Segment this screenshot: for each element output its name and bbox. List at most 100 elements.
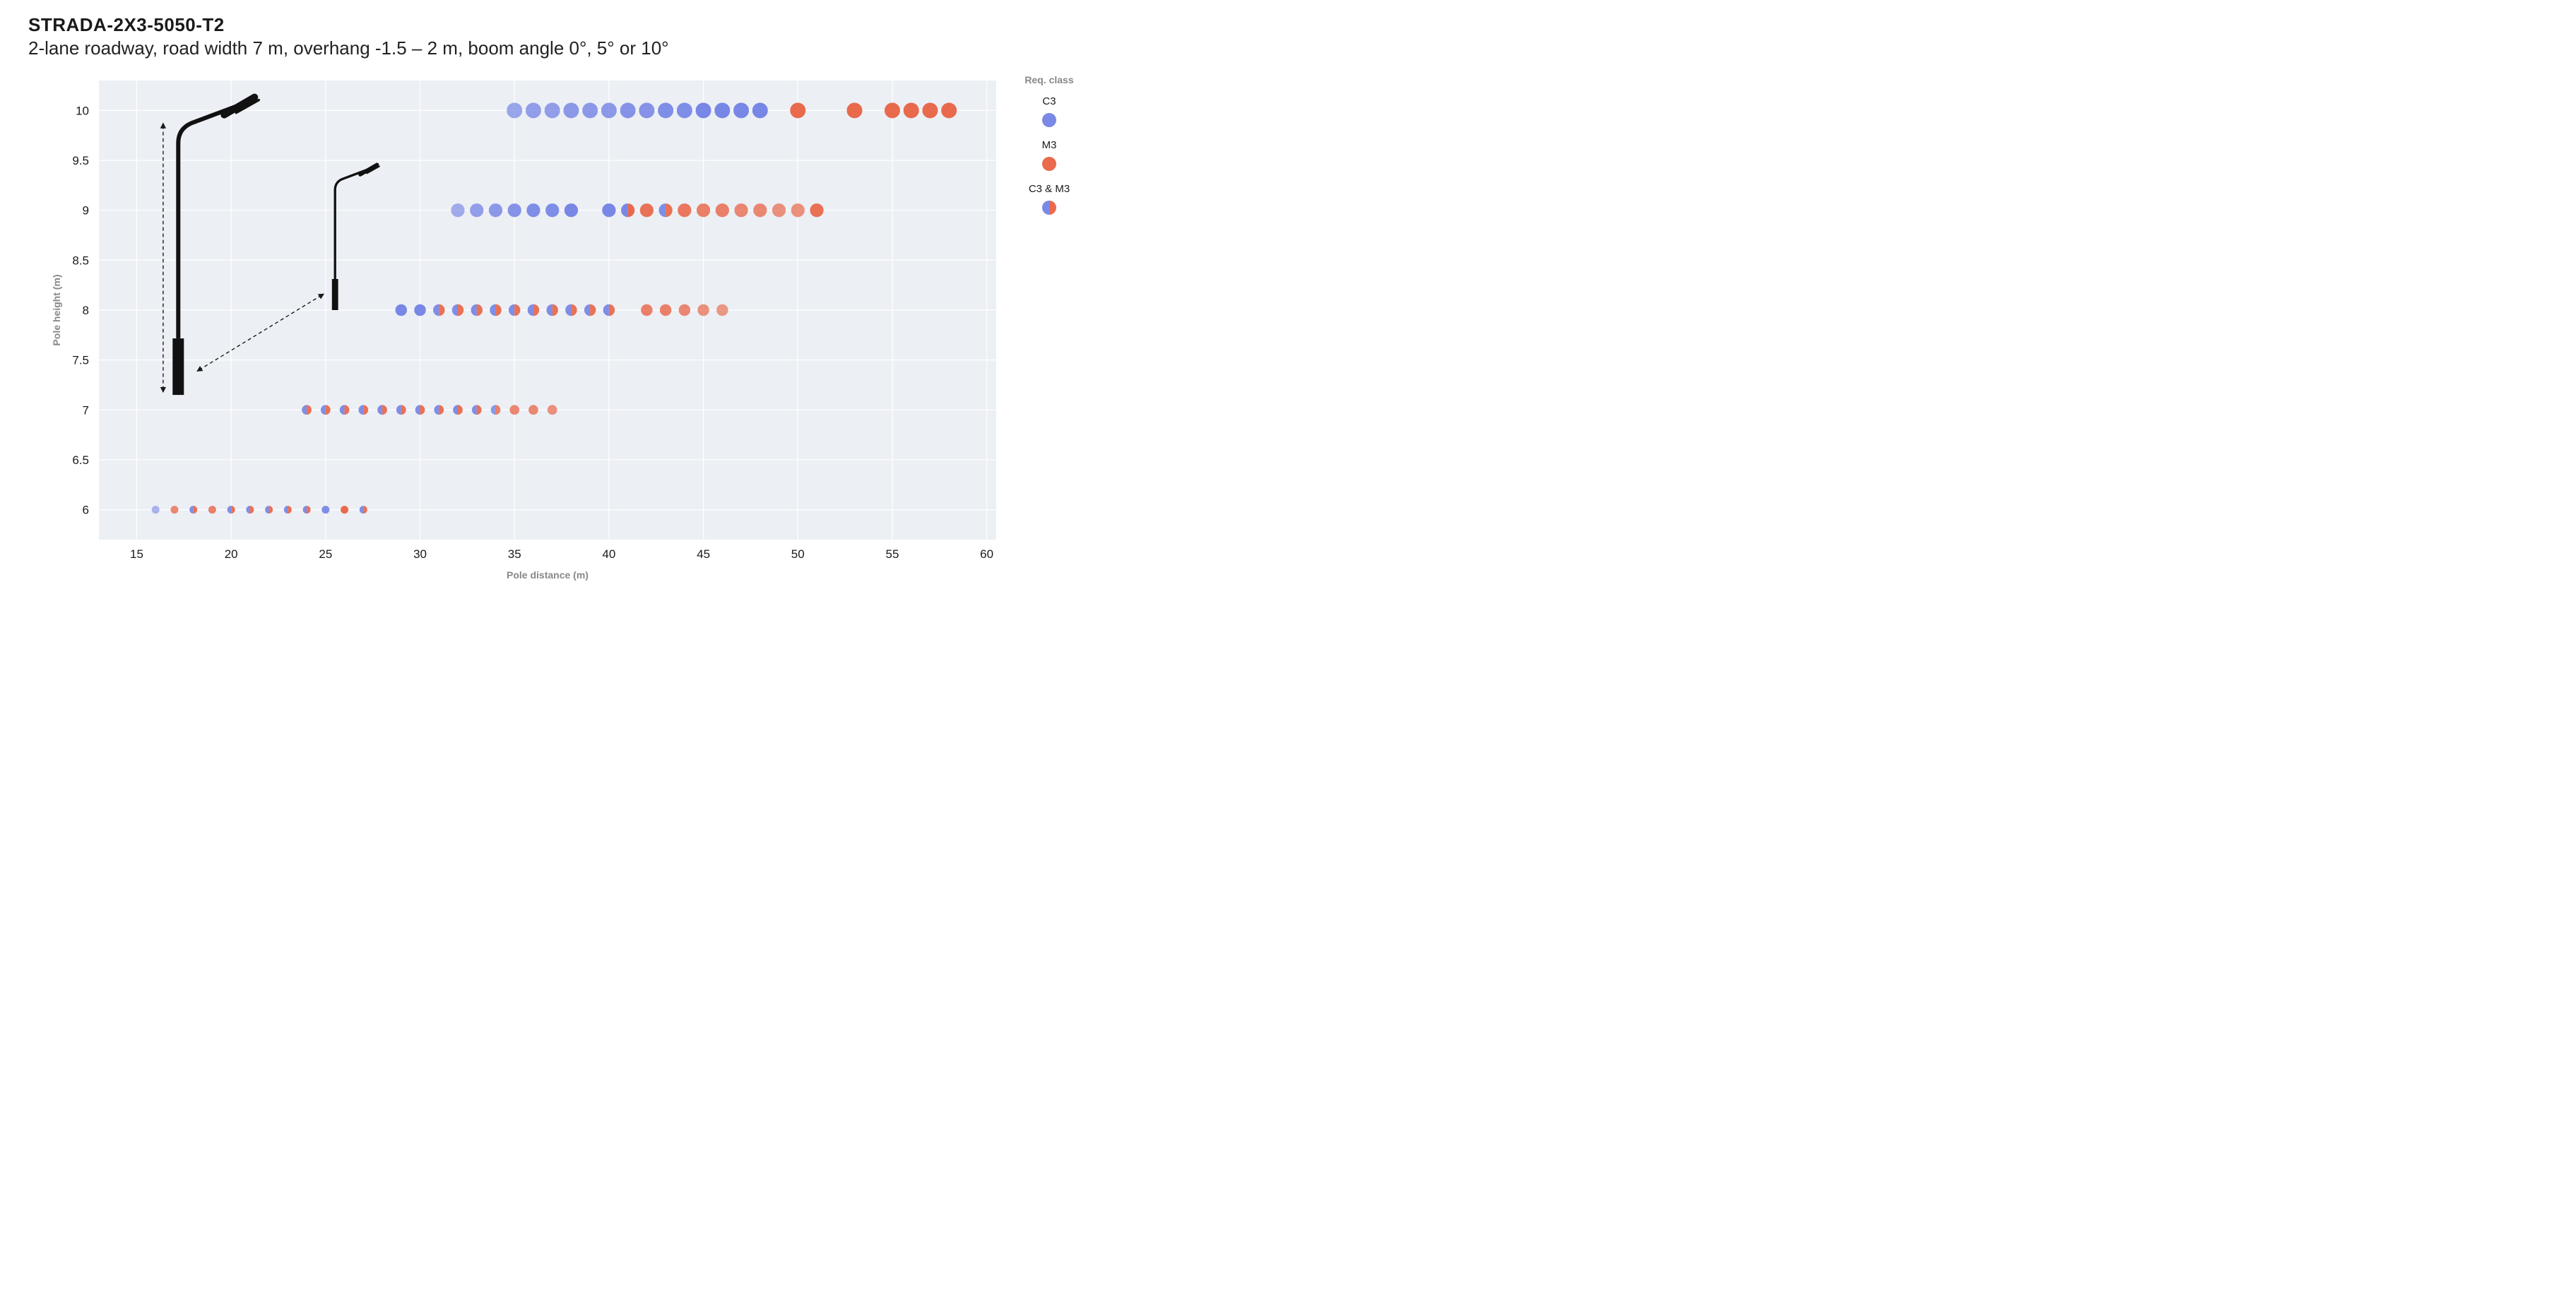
data-point[interactable] (358, 405, 368, 415)
data-point[interactable] (810, 203, 823, 217)
data-point[interactable] (941, 102, 957, 118)
data-point[interactable] (321, 405, 331, 415)
legend-label: M3 (1042, 139, 1057, 151)
data-point[interactable] (526, 102, 541, 118)
data-point[interactable] (208, 506, 216, 514)
y-tick-label: 8.5 (72, 254, 89, 267)
legend-label: C3 (1042, 95, 1056, 107)
data-point[interactable] (509, 405, 519, 415)
data-point[interactable] (545, 203, 559, 217)
data-point[interactable] (451, 203, 464, 217)
data-point[interactable] (415, 405, 425, 415)
data-point[interactable] (265, 506, 273, 514)
data-point[interactable] (603, 304, 615, 316)
data-point[interactable] (565, 304, 577, 316)
data-point[interactable] (660, 304, 672, 316)
data-point[interactable] (341, 506, 348, 514)
data-point[interactable] (678, 203, 691, 217)
y-tick-label: 9.5 (72, 154, 89, 167)
data-point[interactable] (433, 304, 445, 316)
data-point[interactable] (321, 506, 329, 514)
y-tick-label: 7.5 (72, 354, 89, 367)
data-point[interactable] (170, 506, 178, 514)
x-tick-label: 60 (980, 547, 993, 561)
data-point[interactable] (528, 304, 540, 316)
x-tick-label: 30 (413, 547, 427, 561)
data-point[interactable] (434, 405, 444, 415)
chart-title: STRADA-2X3-5050-T2 (28, 14, 2548, 36)
data-point[interactable] (491, 405, 501, 415)
data-point[interactable] (302, 405, 312, 415)
data-point[interactable] (679, 304, 691, 316)
chart-area: 1520253035404550556066.577.588.599.510Po… (28, 59, 2548, 596)
data-point[interactable] (360, 506, 367, 514)
data-point[interactable] (716, 304, 728, 316)
data-point[interactable] (228, 506, 235, 514)
data-point[interactable] (472, 405, 482, 415)
data-point[interactable] (548, 405, 557, 415)
x-tick-label: 35 (508, 547, 521, 561)
data-point[interactable] (639, 102, 654, 118)
data-point[interactable] (528, 405, 538, 415)
data-point[interactable] (582, 102, 598, 118)
x-tick-label: 20 (225, 547, 238, 561)
data-point[interactable] (508, 203, 521, 217)
data-point[interactable] (716, 203, 729, 217)
y-tick-label: 6.5 (72, 453, 89, 467)
data-point[interactable] (584, 304, 596, 316)
data-point[interactable] (734, 203, 748, 217)
data-point[interactable] (790, 102, 805, 118)
data-point[interactable] (303, 506, 311, 514)
data-point[interactable] (733, 102, 749, 118)
x-tick-label: 40 (602, 547, 615, 561)
data-point[interactable] (284, 506, 292, 514)
y-tick-label: 8 (83, 304, 89, 317)
data-point[interactable] (507, 102, 522, 118)
data-point[interactable] (621, 203, 634, 217)
data-point[interactable] (677, 102, 692, 118)
data-point[interactable] (490, 304, 502, 316)
data-point[interactable] (189, 506, 197, 514)
data-point[interactable] (601, 102, 617, 118)
data-point[interactable] (489, 203, 502, 217)
data-point[interactable] (885, 102, 900, 118)
y-tick-label: 6 (83, 504, 89, 517)
data-point[interactable] (640, 203, 654, 217)
data-point[interactable] (509, 304, 521, 316)
data-point[interactable] (546, 304, 558, 316)
data-point[interactable] (791, 203, 805, 217)
data-point[interactable] (753, 203, 767, 217)
data-point[interactable] (563, 102, 579, 118)
data-point[interactable] (453, 405, 463, 415)
data-point[interactable] (620, 102, 636, 118)
data-point[interactable] (658, 102, 673, 118)
x-tick-label: 25 (319, 547, 332, 561)
data-point[interactable] (565, 203, 578, 217)
data-point[interactable] (526, 203, 540, 217)
data-point[interactable] (152, 506, 160, 514)
data-point[interactable] (904, 102, 919, 118)
data-point[interactable] (922, 102, 938, 118)
data-point[interactable] (414, 304, 426, 316)
data-point[interactable] (545, 102, 560, 118)
data-point[interactable] (772, 203, 786, 217)
data-point[interactable] (340, 405, 350, 415)
data-point[interactable] (697, 304, 709, 316)
data-point[interactable] (602, 203, 615, 217)
data-point[interactable] (396, 405, 406, 415)
data-point[interactable] (846, 102, 862, 118)
data-point[interactable] (452, 304, 464, 316)
data-point[interactable] (396, 304, 408, 316)
data-point[interactable] (696, 102, 711, 118)
data-point[interactable] (471, 304, 483, 316)
data-point[interactable] (470, 203, 483, 217)
data-point[interactable] (714, 102, 730, 118)
data-point[interactable] (752, 102, 768, 118)
y-tick-label: 9 (83, 204, 89, 218)
y-tick-label: 7 (83, 403, 89, 417)
data-point[interactable] (641, 304, 653, 316)
data-point[interactable] (377, 405, 387, 415)
data-point[interactable] (246, 506, 254, 514)
data-point[interactable] (658, 203, 672, 217)
data-point[interactable] (697, 203, 710, 217)
